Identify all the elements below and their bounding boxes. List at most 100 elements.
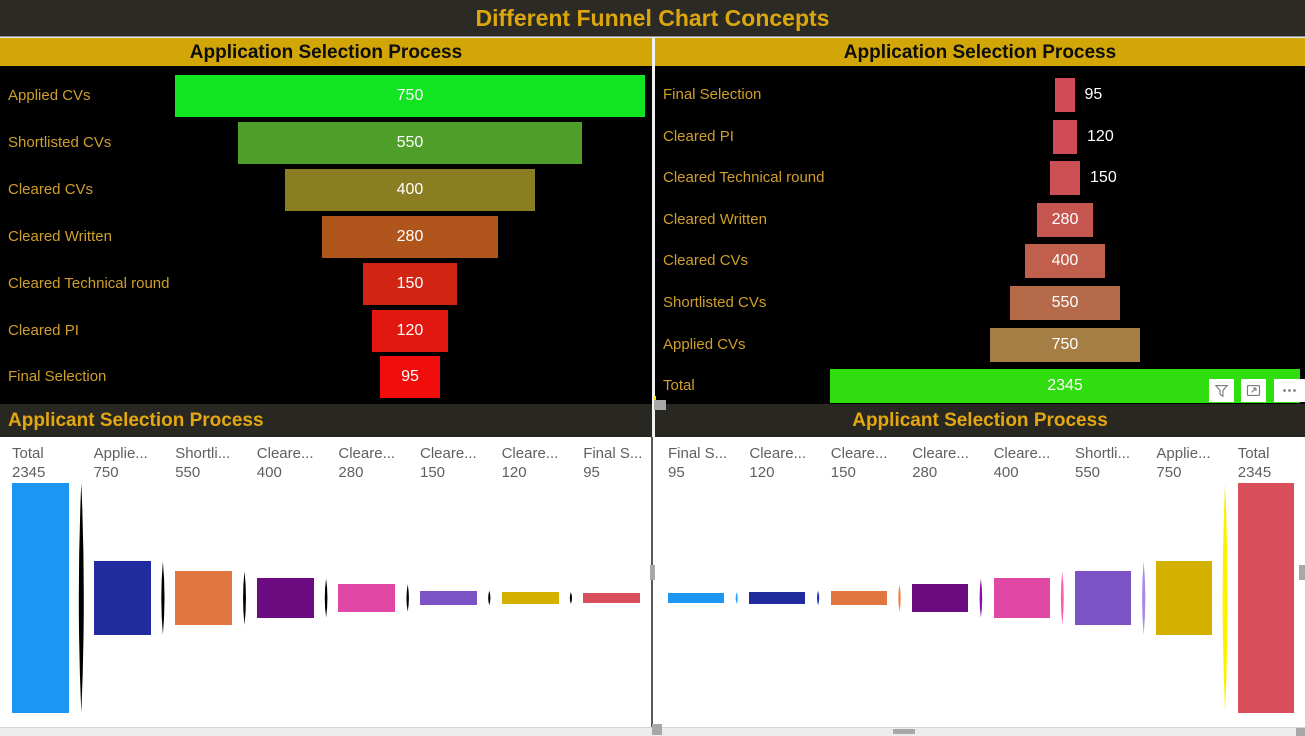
funnel-bar[interactable] [1049,161,1081,196]
funnel-value-label: 550 [1075,464,1101,481]
funnel-value-label: 400 [256,464,282,481]
funnel-category-label: Total [1237,445,1270,462]
funnel-bar[interactable] [1009,286,1121,320]
funnel-connector [406,584,409,612]
funnel-value-label: 120 [1087,127,1114,145]
funnel-category-label: Cleare... [256,445,314,462]
funnel-connector [1222,483,1228,713]
funnel-category-label: Applied CVs [8,87,91,104]
filter-button[interactable] [1209,379,1234,402]
funnel-bar[interactable] [749,592,806,604]
funnel-bar[interactable] [912,584,969,612]
funnel-chart-top-left: Applied CVs 750 Shortlisted CVs 550 Cleared … [0,66,652,404]
filter-icon [1214,384,1229,398]
funnel-connector [78,483,84,713]
funnel-category-label: Shortli... [175,445,231,462]
funnel-bar[interactable] [175,571,233,625]
funnel-bar[interactable] [1036,202,1094,237]
funnel-bar[interactable] [284,168,536,211]
funnel-value-label: 120 [396,321,424,339]
page-title: Different Funnel Chart Concepts [0,0,1305,37]
funnel-bar[interactable] [1052,119,1078,154]
funnel-bar[interactable] [668,593,724,603]
resize-handle-mid-right[interactable] [1299,565,1305,580]
funnel-bar[interactable] [363,262,457,305]
funnel-bar[interactable] [256,578,314,618]
funnel-category-label: Cleared CVs [663,252,749,270]
funnel-category-label: Shortlisted CVs [663,294,767,311]
funnel-bar[interactable] [380,356,440,399]
funnel-value-label: 550 [396,133,424,151]
funnel-category-label: Cleared Technical round [8,274,170,292]
funnel-connector [816,590,820,606]
funnel-value-label: 2345 [1237,464,1272,481]
funnel-category-label: Total [663,377,695,395]
resize-handle-bottom-left[interactable] [652,724,662,735]
focus-mode-icon [1246,384,1261,397]
funnel-category-label: Final S... [668,445,728,462]
funnel-chart-bottom-right: Final S... 95 Cleare... 120 Cleare... 150 Clea… [653,437,1305,727]
resize-handle-mid-left[interactable] [650,565,655,580]
funnel-bar[interactable] [338,584,396,612]
funnel-category-label: Applie... [1156,445,1211,462]
funnel-bar[interactable] [1024,244,1106,279]
funnel-bar[interactable] [175,75,645,117]
funnel-value-label: 95 [401,368,419,386]
funnel-bar[interactable] [1075,571,1131,625]
funnel-bar[interactable] [993,578,1050,618]
funnel-value-label: 2345 [1047,377,1083,395]
funnel-connector [324,578,328,618]
funnel-category-label: Cleared Written [8,227,112,245]
more-options-button[interactable] [1274,379,1305,402]
resize-handle-top-left[interactable] [654,400,666,410]
funnel-category-label: Final S... [583,445,643,462]
funnel-value-label: 95 [668,464,685,481]
resize-handle-bottom-mid[interactable] [893,729,915,734]
funnel-category-label: Shortlisted CVs [8,133,112,151]
funnel-value-label: 150 [830,464,856,481]
funnel-category-label: Cleared PI [663,127,734,145]
funnel-bar[interactable] [1156,561,1213,635]
funnel-value-label: 150 [1090,169,1117,187]
funnel-category-label: Cleare... [749,445,807,462]
focus-mode-button[interactable] [1241,379,1266,402]
funnel-bar[interactable] [501,592,559,604]
funnel-value-label: 95 [1084,86,1103,103]
funnel-value-label: 750 [1051,335,1079,353]
resize-handle-bottom-right[interactable] [1296,728,1305,736]
funnel-category-label: Shortli... [1075,445,1131,462]
funnel-value-label: 280 [912,464,938,481]
funnel-chart-top-right: Final Selection 95 Cleared PI 120 Cleared Te… [655,66,1305,404]
funnel-value-label: 750 [396,87,424,104]
funnel-category-label: Final Selection [663,86,762,103]
funnel-bar[interactable] [93,561,151,635]
panel-title-bottom-right: Applicant Selection Process [655,404,1305,437]
funnel-connector [243,571,246,625]
funnel-category-label: Cleare... [912,445,969,462]
funnel-category-label: Cleared PI [8,321,79,339]
funnel-value-label: 750 [93,464,119,481]
funnel-connectors [78,483,572,713]
funnel-bar[interactable] [420,590,477,606]
panel-title-bottom-left: Applicant Selection Process [0,404,652,437]
funnel-bar[interactable] [1237,483,1294,713]
funnel-connector [569,592,572,604]
panel-title-top-left: Application Selection Process [0,37,652,66]
funnel-bar[interactable] [989,327,1141,362]
funnel-category-label: Cleare... [420,445,477,462]
funnel-bar[interactable] [830,590,887,606]
funnel-bar[interactable] [583,593,641,603]
funnel-bar[interactable] [372,309,448,352]
funnel-value-label: 120 [501,464,527,481]
funnel-connector [1060,571,1064,625]
funnel-bar[interactable] [322,215,498,258]
funnel-bar[interactable] [237,121,583,164]
funnel-value-label: 550 [1051,294,1079,311]
more-options-icon [1283,389,1296,392]
funnel-bar[interactable] [1055,78,1075,112]
funnel-chart-bottom-left: Total 2345 Applie... 750 Shortli... 550 Cleare… [0,437,652,727]
funnel-bar[interactable] [12,483,69,713]
funnel-category-label: Cleare... [993,445,1051,462]
funnel-category-label: Final Selection [8,368,107,386]
vertical-divider-top [652,37,655,437]
